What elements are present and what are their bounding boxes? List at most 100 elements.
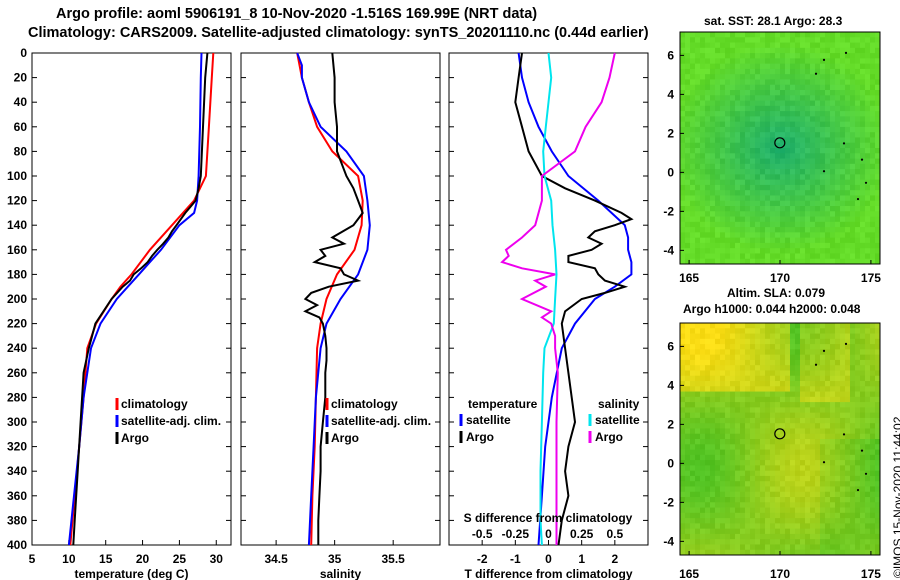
sla-map-cell bbox=[770, 381, 776, 387]
sla-map-cell bbox=[740, 539, 746, 545]
sst-map-cell bbox=[850, 116, 856, 123]
sst-map-cell bbox=[755, 116, 761, 123]
sst-map-cell bbox=[710, 237, 716, 244]
sst-map-cell bbox=[790, 142, 796, 149]
sst-map-cell bbox=[765, 148, 771, 154]
sla-map-cell bbox=[805, 470, 811, 477]
temp-xtick-label: 10 bbox=[62, 552, 76, 566]
sst-map-island bbox=[864, 181, 868, 184]
sst-map-cell bbox=[730, 116, 736, 123]
sst-map-cell bbox=[825, 32, 831, 38]
sla-map-cell bbox=[850, 460, 856, 466]
sla-map-cell bbox=[735, 407, 741, 414]
sla-map-cell bbox=[700, 338, 706, 345]
sst-map-cell bbox=[745, 47, 751, 54]
sst-map-cell bbox=[835, 174, 841, 181]
sst-map-cell bbox=[760, 179, 766, 186]
sla-map-cell bbox=[795, 333, 801, 340]
sla-map-cell bbox=[845, 375, 851, 382]
sla-map-cell bbox=[795, 338, 801, 345]
sst-map-cell bbox=[855, 253, 861, 260]
sst-map-cell bbox=[850, 111, 856, 117]
sla-map-cell bbox=[810, 523, 816, 530]
sla-map-cell bbox=[745, 359, 751, 366]
sla-map-cell bbox=[795, 444, 801, 450]
sst-map-cell bbox=[740, 227, 746, 233]
sla-map-cell bbox=[725, 386, 731, 392]
sla-map-cell bbox=[785, 491, 791, 498]
sla-map-cell bbox=[735, 428, 741, 435]
sla-map-cell bbox=[750, 349, 756, 356]
sst-map-cell bbox=[875, 221, 881, 228]
sst-map-cell bbox=[715, 137, 721, 144]
sla-map-cell bbox=[810, 365, 816, 371]
sla-map-cell bbox=[780, 417, 786, 424]
sla-map-cell bbox=[690, 349, 696, 356]
sla-map-cell bbox=[690, 454, 696, 461]
sst-map-cell bbox=[875, 79, 881, 86]
sst-map-cell bbox=[725, 53, 731, 59]
sst-map-cell bbox=[685, 116, 691, 123]
sla-map-cell bbox=[795, 375, 801, 382]
sst-map-cell bbox=[745, 169, 751, 175]
sst-map-cell bbox=[725, 79, 731, 86]
sla-map-cell bbox=[860, 518, 866, 524]
sla-map-cell bbox=[780, 539, 786, 545]
diff-series-temperature-argo bbox=[514, 52, 634, 546]
sst-map-cell bbox=[825, 206, 831, 212]
sla-map-cell bbox=[715, 396, 721, 403]
sla-map-cell bbox=[705, 359, 711, 366]
sst-map-cell bbox=[760, 126, 766, 133]
sla-map-cell bbox=[870, 370, 876, 377]
sst-map-cell bbox=[815, 216, 821, 223]
sst-map-cell bbox=[710, 32, 716, 38]
sla-map-cell bbox=[765, 444, 771, 450]
sst-map-cell bbox=[705, 237, 711, 244]
sla-map-cell bbox=[690, 396, 696, 403]
sla-map-cell bbox=[865, 470, 871, 477]
sst-map-cell bbox=[810, 111, 816, 117]
sla-map-cell bbox=[750, 428, 756, 435]
sla-map-cell bbox=[765, 412, 771, 419]
sla-map-cell bbox=[855, 512, 861, 519]
sla-map-cell bbox=[685, 539, 691, 545]
sst-map-cell bbox=[730, 132, 736, 138]
sla-map-cell bbox=[855, 475, 861, 482]
sst-map-cell bbox=[755, 126, 761, 133]
sla-map-cell bbox=[685, 407, 691, 414]
sst-map-cell bbox=[865, 195, 871, 202]
sla-map-cell bbox=[815, 370, 821, 377]
sst-map-cell bbox=[735, 42, 741, 49]
sst-map-cell bbox=[715, 184, 721, 191]
depth-tick-label: 320 bbox=[7, 440, 27, 454]
sst-map-cell bbox=[765, 163, 771, 170]
sst-map-cell bbox=[875, 105, 881, 112]
sst-map-cell bbox=[685, 84, 691, 91]
sla-map-cell bbox=[800, 539, 806, 545]
sst-map-cell bbox=[720, 227, 726, 233]
sst-map-cell bbox=[870, 95, 876, 101]
sst-map-cell bbox=[790, 37, 796, 43]
sla-map-cell bbox=[745, 391, 751, 398]
sst-map-cell bbox=[785, 221, 791, 228]
sst-map-cell bbox=[755, 216, 761, 223]
sla-map-cell bbox=[710, 386, 716, 392]
sla-map-cell bbox=[730, 407, 736, 414]
sst-map-cell bbox=[770, 253, 776, 260]
sla-map-cell bbox=[805, 386, 811, 392]
sst-map-cell bbox=[730, 63, 736, 70]
sla-map-cell bbox=[840, 539, 846, 545]
sst-map-cell bbox=[825, 237, 831, 244]
sla-map-cell bbox=[730, 370, 736, 377]
sla-map-cell bbox=[815, 549, 821, 556]
sst-map-cell bbox=[835, 116, 841, 123]
sla-map-cell bbox=[850, 407, 856, 414]
sst-map-cell bbox=[855, 53, 861, 59]
sla-map-cell bbox=[780, 328, 786, 334]
sla-map-cell bbox=[840, 428, 846, 435]
sla-map-cell bbox=[800, 528, 806, 535]
sst-map-cell bbox=[785, 37, 791, 43]
sst-map-cell bbox=[710, 137, 716, 144]
sla-map-cell bbox=[735, 454, 741, 461]
sla-map-cell bbox=[845, 523, 851, 530]
